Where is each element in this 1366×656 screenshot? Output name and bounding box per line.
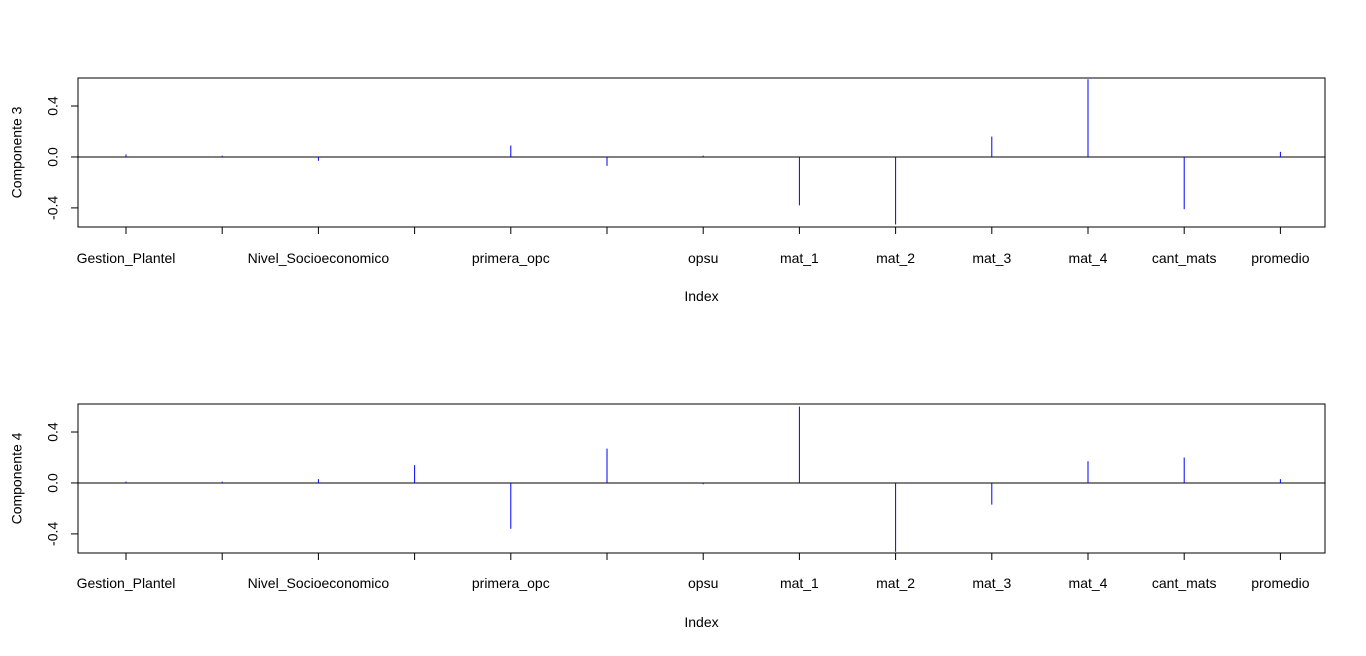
x-tick-label: Gestion_Plantel (77, 575, 176, 591)
x-tick-label: promedio (1251, 575, 1310, 591)
x-tick-label: promedio (1251, 250, 1310, 266)
y-tick-label: 0.4 (45, 422, 61, 442)
x-tick-label: Nivel_Socioeconomico (248, 250, 390, 266)
x-tick-label: mat_4 (1069, 575, 1108, 591)
x-tick-label: Gestion_Plantel (77, 250, 176, 266)
plot-frame (77, 403, 1326, 554)
y-axis-label: Componente 4 (9, 432, 25, 524)
x-tick-label: mat_1 (780, 250, 819, 266)
x-axis-label: Index (684, 614, 718, 630)
x-tick-label: primera_opc (472, 250, 550, 266)
x-tick-label: mat_2 (876, 575, 915, 591)
x-tick-label: opsu (688, 250, 718, 266)
y-axis-label: Componente 3 (9, 106, 25, 198)
x-tick-label: mat_4 (1069, 250, 1108, 266)
x-tick-label: mat_2 (876, 250, 915, 266)
x-tick-label: primera_opc (472, 575, 550, 591)
plot-frame (77, 77, 1326, 228)
x-axis-label: Index (684, 288, 718, 304)
x-tick-label: mat_3 (972, 250, 1011, 266)
x-tick-label: Nivel_Socioeconomico (248, 575, 390, 591)
y-tick-label: 0.0 (45, 473, 61, 493)
y-tick-label: -0.4 (45, 522, 61, 546)
x-tick-label: cant_mats (1152, 575, 1217, 591)
x-tick-label: cant_mats (1152, 250, 1217, 266)
y-tick-label: 0.0 (45, 147, 61, 167)
y-tick-label: 0.4 (45, 96, 61, 116)
y-tick-label: -0.4 (45, 196, 61, 220)
x-tick-label: opsu (688, 575, 718, 591)
x-tick-label: mat_1 (780, 575, 819, 591)
x-tick-label: mat_3 (972, 575, 1011, 591)
